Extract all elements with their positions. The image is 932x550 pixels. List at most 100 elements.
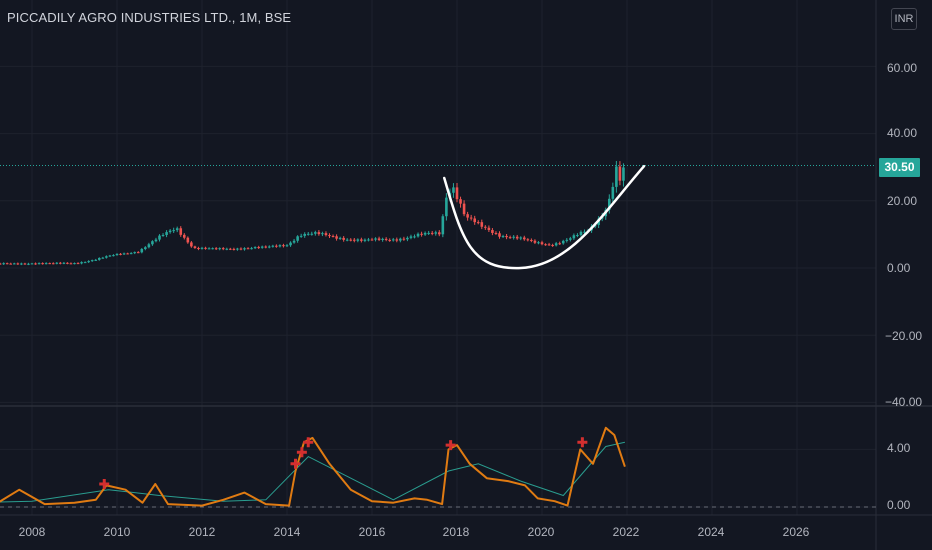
candle-body [441, 216, 445, 235]
candle-body [515, 236, 519, 239]
candle-body [278, 245, 282, 247]
signal-marker-icon [577, 437, 588, 448]
candle-body [161, 234, 165, 236]
candle-body [540, 242, 544, 245]
candle-body [314, 232, 317, 234]
signal-marker-icon [445, 440, 456, 451]
candle-body [381, 238, 384, 240]
symbol-title[interactable]: PICCADILY AGRO INDUSTRIES LTD., 1M, BSE [7, 10, 292, 25]
price-axis-label: −20.00 [885, 329, 923, 343]
candle-body [73, 263, 76, 265]
candle-body [20, 263, 23, 265]
candle-body [108, 255, 112, 257]
candle-body [338, 237, 342, 239]
candle-body [147, 244, 151, 248]
time-axis-label: 2012 [188, 525, 216, 539]
candle-body [409, 236, 413, 238]
candle-body [501, 235, 505, 237]
candle-body [197, 247, 200, 249]
candle-body [391, 239, 395, 241]
candle-body [434, 232, 438, 234]
time-axis-label: 2008 [18, 525, 46, 539]
candle-body [260, 246, 264, 248]
candle-body [512, 236, 515, 238]
candle-body [144, 247, 147, 250]
candle-body [264, 246, 268, 248]
signal-marker-icon [303, 437, 314, 448]
candle-body [257, 247, 260, 249]
candle-body [122, 253, 126, 255]
candle-body [370, 239, 374, 241]
candle-body [158, 235, 161, 240]
candle-body [182, 234, 186, 238]
candle-body [427, 232, 430, 234]
indicator-axis-label: 4.00 [887, 441, 911, 455]
candle-body [200, 247, 204, 249]
candle-body [607, 198, 611, 210]
candle-body [289, 242, 292, 246]
candle-body [519, 237, 523, 239]
candle-body [253, 247, 257, 249]
candle-body [275, 245, 278, 247]
candle-body [363, 239, 367, 241]
candle-body [299, 235, 303, 237]
candle-body [328, 235, 331, 237]
candle-body [16, 263, 20, 265]
candle-body [23, 263, 27, 265]
candle-body [119, 253, 122, 255]
candle-body [37, 263, 41, 265]
candle-body [345, 239, 349, 241]
candle-body [282, 245, 285, 247]
time-axis-label: 2024 [697, 525, 725, 539]
candle-body [522, 237, 526, 240]
candle-body [51, 263, 55, 265]
candle-body [452, 187, 455, 193]
price-axis-label: 20.00 [887, 194, 918, 208]
candle-body [76, 263, 80, 265]
candle-body [105, 256, 108, 258]
candle-body [112, 255, 115, 257]
candle-body [317, 232, 321, 235]
currency-button[interactable]: INR [891, 8, 917, 30]
candle-body [55, 262, 59, 264]
candle-body [406, 237, 409, 240]
candle-body [246, 248, 250, 250]
candle-body [455, 187, 459, 200]
candle-body [126, 253, 129, 255]
candle-body [310, 233, 314, 235]
candle-body [44, 263, 48, 265]
candle-body [342, 237, 345, 240]
candle-body [66, 262, 69, 264]
candle-body [34, 263, 37, 265]
candle-body [476, 222, 480, 224]
candle-body [530, 239, 533, 241]
candle-body [615, 166, 618, 187]
price-axis-label: 40.00 [887, 126, 918, 140]
candle-body [232, 248, 236, 250]
candle-body [115, 253, 119, 256]
candle-body [491, 230, 494, 233]
candle-body [402, 238, 406, 240]
candle-body [466, 214, 469, 218]
candle-body [533, 240, 537, 243]
time-axis-label: 2014 [273, 525, 301, 539]
candle-body [133, 252, 137, 254]
candle-body [423, 232, 427, 235]
candle-body [324, 233, 328, 236]
candle-body [204, 247, 207, 249]
candle-body [62, 262, 66, 264]
candle-body [579, 231, 583, 236]
signal-marker-icon [290, 458, 301, 469]
candle-body [544, 244, 547, 246]
candle-body [395, 239, 399, 241]
candle-body [267, 246, 271, 248]
candle-body [508, 237, 512, 239]
candle-body [306, 233, 310, 235]
candle-body [572, 235, 576, 239]
candle-body [271, 245, 275, 247]
time-axis-label: 2016 [358, 525, 386, 539]
candle-body [303, 233, 307, 236]
candle-body [186, 237, 190, 243]
candle-body [12, 263, 16, 265]
